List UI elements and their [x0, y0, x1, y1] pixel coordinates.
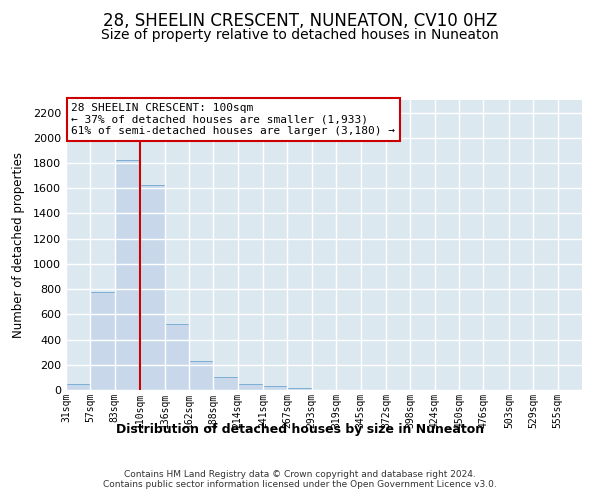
Text: Contains HM Land Registry data © Crown copyright and database right 2024.
Contai: Contains HM Land Registry data © Crown c…: [103, 470, 497, 490]
Bar: [66, 384, 91, 390]
Bar: [213, 377, 238, 390]
Bar: [238, 384, 263, 390]
Bar: [189, 361, 213, 390]
Bar: [115, 160, 140, 390]
Bar: [263, 386, 287, 390]
Bar: [91, 292, 115, 390]
Text: Size of property relative to detached houses in Nuneaton: Size of property relative to detached ho…: [101, 28, 499, 42]
Bar: [164, 324, 189, 390]
Text: 28, SHEELIN CRESCENT, NUNEATON, CV10 0HZ: 28, SHEELIN CRESCENT, NUNEATON, CV10 0HZ: [103, 12, 497, 30]
Bar: [140, 185, 164, 390]
Bar: [287, 388, 312, 390]
Y-axis label: Number of detached properties: Number of detached properties: [11, 152, 25, 338]
Text: Distribution of detached houses by size in Nuneaton: Distribution of detached houses by size …: [116, 422, 484, 436]
Text: 28 SHEELIN CRESCENT: 100sqm
← 37% of detached houses are smaller (1,933)
61% of : 28 SHEELIN CRESCENT: 100sqm ← 37% of det…: [71, 103, 395, 136]
